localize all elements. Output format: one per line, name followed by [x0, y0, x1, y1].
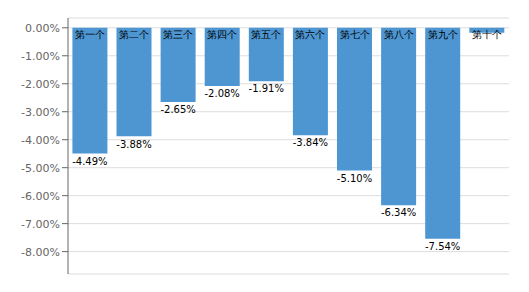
svg-text:-4.00%: -4.00% [21, 134, 60, 147]
svg-text:-6.00%: -6.00% [21, 190, 60, 203]
svg-text:第二个: 第二个 [119, 29, 149, 40]
svg-text:第三个: 第三个 [163, 29, 193, 40]
svg-text:-3.88%: -3.88% [116, 139, 151, 150]
svg-text:-4.49%: -4.49% [72, 156, 107, 167]
svg-text:-7.00%: -7.00% [21, 218, 60, 231]
svg-text:-2.65%: -2.65% [160, 104, 195, 115]
svg-text:-1.91%: -1.91% [249, 83, 284, 94]
svg-text:-6.34%: -6.34% [381, 207, 416, 218]
svg-text:-3.84%: -3.84% [293, 137, 328, 148]
svg-text:第八个: 第八个 [384, 29, 414, 40]
svg-text:第一个: 第一个 [75, 29, 105, 40]
svg-text:第六个: 第六个 [295, 29, 325, 40]
svg-text:第九个: 第九个 [428, 29, 458, 40]
svg-text:0.00%: 0.00% [25, 22, 60, 35]
svg-text:第四个: 第四个 [207, 29, 237, 40]
svg-text:第五个: 第五个 [251, 29, 281, 40]
svg-text:-3.00%: -3.00% [21, 106, 60, 119]
svg-text:-1.00%: -1.00% [21, 50, 60, 63]
svg-text:-2.00%: -2.00% [21, 78, 60, 91]
svg-text:-7.54%: -7.54% [425, 241, 460, 252]
svg-text:-5.00%: -5.00% [21, 162, 60, 175]
svg-text:-8.00%: -8.00% [21, 246, 60, 259]
svg-text:-2.08%: -2.08% [205, 88, 240, 99]
svg-text:第七个: 第七个 [340, 29, 370, 40]
svg-text:第十个: 第十个 [472, 29, 502, 40]
svg-text:-5.10%: -5.10% [337, 173, 372, 184]
